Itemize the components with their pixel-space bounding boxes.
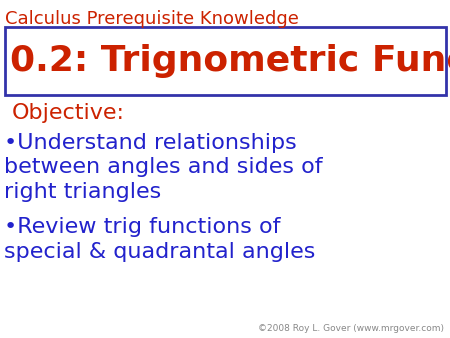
Text: ©2008 Roy L. Gover (www.mrgover.com): ©2008 Roy L. Gover (www.mrgover.com) bbox=[258, 324, 444, 333]
Text: Calculus Prerequisite Knowledge: Calculus Prerequisite Knowledge bbox=[5, 10, 299, 28]
Text: between angles and sides of: between angles and sides of bbox=[4, 158, 323, 177]
Text: right triangles: right triangles bbox=[4, 182, 161, 202]
Text: special & quadrantal angles: special & quadrantal angles bbox=[4, 242, 315, 262]
Text: •Review trig functions of: •Review trig functions of bbox=[4, 217, 280, 237]
Text: •Understand relationships: •Understand relationships bbox=[4, 132, 297, 153]
Bar bbox=[4, 27, 446, 95]
Text: 0.2: Trignometric Functions: 0.2: Trignometric Functions bbox=[10, 44, 450, 78]
Text: Objective:: Objective: bbox=[12, 103, 125, 123]
